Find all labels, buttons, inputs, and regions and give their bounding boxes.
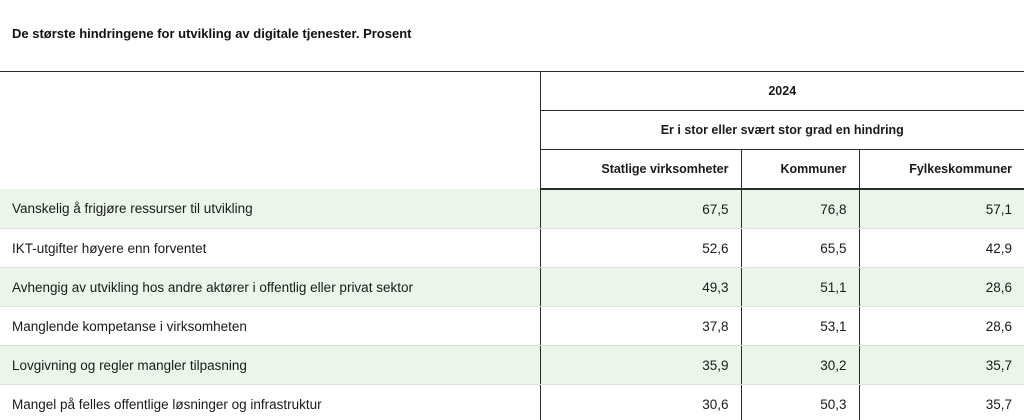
cell-fylkeskommuner: 28,6 xyxy=(859,306,1024,346)
table-header: 2024 Er i stor eller svært stor grad en … xyxy=(0,71,1024,190)
cell-fylkeskommuner: 35,7 xyxy=(859,384,1024,420)
header-stub xyxy=(0,71,541,189)
cell-kommuner: 51,1 xyxy=(741,267,860,307)
cell-fylkeskommuner: 42,9 xyxy=(859,228,1024,268)
row-label: Vanskelig å frigjøre ressurser til utvik… xyxy=(0,189,541,229)
row-label: Mangel på felles offentlige løsninger og… xyxy=(0,384,541,420)
table-row: Mangel på felles offentlige løsninger og… xyxy=(0,384,1024,420)
cell-statlige: 52,6 xyxy=(540,228,742,268)
header-year: 2024 xyxy=(540,71,1024,111)
table-row: IKT-utgifter høyere enn forventet 52,6 6… xyxy=(0,228,1024,268)
cell-kommuner: 65,5 xyxy=(741,228,860,268)
table-row: Avhengig av utvikling hos andre aktører … xyxy=(0,267,1024,307)
column-header-fylkeskommuner: Fylkeskommuner xyxy=(859,149,1024,190)
cell-statlige: 49,3 xyxy=(540,267,742,307)
cell-kommuner: 76,8 xyxy=(741,189,860,229)
cell-fylkeskommuner: 35,7 xyxy=(859,345,1024,385)
cell-statlige: 35,9 xyxy=(540,345,742,385)
table-body: Vanskelig å frigjøre ressurser til utvik… xyxy=(0,189,1024,420)
row-label: Avhengig av utvikling hos andre aktører … xyxy=(0,267,541,307)
column-header-statlige: Statlige virksomheter xyxy=(540,149,742,190)
cell-statlige: 30,6 xyxy=(540,384,742,420)
cell-kommuner: 50,3 xyxy=(741,384,860,420)
cell-statlige: 37,8 xyxy=(540,306,742,346)
table-row: Vanskelig å frigjøre ressurser til utvik… xyxy=(0,189,1024,229)
cell-fylkeskommuner: 28,6 xyxy=(859,267,1024,307)
column-header-kommuner: Kommuner xyxy=(741,149,860,190)
data-table: 2024 Er i stor eller svært stor grad en … xyxy=(0,71,1024,420)
cell-kommuner: 53,1 xyxy=(741,306,860,346)
header-measure: Er i stor eller svært stor grad en hindr… xyxy=(540,110,1024,150)
cell-kommuner: 30,2 xyxy=(741,345,860,385)
cell-statlige: 67,5 xyxy=(540,189,742,229)
row-label: IKT-utgifter høyere enn forventet xyxy=(0,228,541,268)
table-title: De største hindringene for utvikling av … xyxy=(12,26,412,41)
cell-fylkeskommuner: 57,1 xyxy=(859,189,1024,229)
table-row: Manglende kompetanse i virksomheten 37,8… xyxy=(0,306,1024,346)
row-label: Lovgivning og regler mangler tilpasning xyxy=(0,345,541,385)
table-row: Lovgivning og regler mangler tilpasning … xyxy=(0,345,1024,385)
row-label: Manglende kompetanse i virksomheten xyxy=(0,306,541,346)
